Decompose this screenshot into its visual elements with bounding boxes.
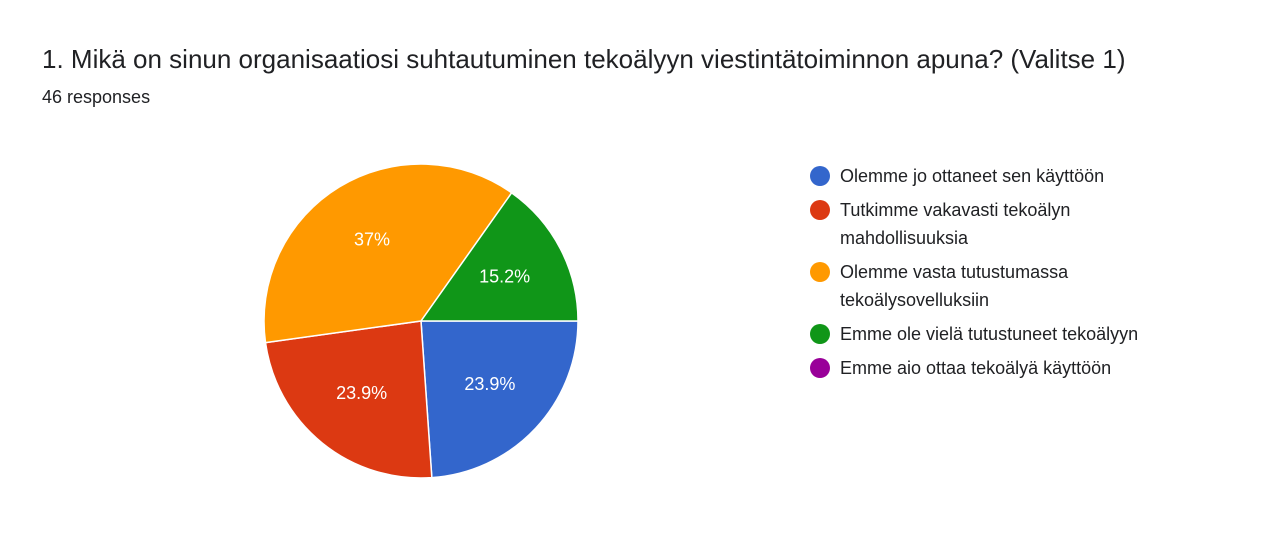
legend: Olemme jo ottaneet sen käyttöön Tutkimme … bbox=[810, 162, 1180, 388]
legend-item: Olemme jo ottaneet sen käyttöön bbox=[810, 162, 1180, 190]
slice-label: 23.9% bbox=[336, 383, 387, 403]
legend-item: Tutkimme vakavasti tekoälyn mahdollisuuk… bbox=[810, 196, 1180, 252]
legend-swatch bbox=[810, 200, 830, 220]
legend-label: Olemme jo ottaneet sen käyttöön bbox=[840, 166, 1105, 186]
chart: 23.9% 23.9% 37% 15.2% bbox=[263, 163, 579, 479]
slice-label: 23.9% bbox=[464, 374, 515, 394]
legend-swatch bbox=[810, 358, 830, 378]
chart-subtitle: 46 responses bbox=[42, 87, 151, 107]
legend-label: Olemme vasta tutustumassa tekoälysovellu… bbox=[840, 262, 1069, 310]
legend-swatch bbox=[810, 262, 830, 282]
legend-item: Emme aio ottaa tekoälyä käyttöön bbox=[810, 354, 1180, 382]
chart-title: 1. Mikä on sinun organisaatiosi suhtautu… bbox=[42, 44, 1126, 74]
pie-slice bbox=[264, 320, 433, 479]
legend-swatch bbox=[810, 166, 830, 186]
pie-slice bbox=[419, 191, 579, 322]
legend-label: Emme ole vielä tutustuneet tekoälyyn bbox=[840, 324, 1139, 344]
legend-item: Emme ole vielä tutustuneet tekoälyyn bbox=[810, 320, 1180, 348]
legend-label: Emme aio ottaa tekoälyä käyttöön bbox=[840, 358, 1112, 378]
slice-label: 37% bbox=[354, 229, 390, 249]
legend-label: Tutkimme vakavasti tekoälyn mahdollisuuk… bbox=[840, 200, 1071, 248]
legend-swatch bbox=[810, 324, 830, 344]
pie-slice bbox=[420, 320, 579, 479]
slice-label: 15.2% bbox=[479, 266, 530, 286]
legend-item: Olemme vasta tutustumassa tekoälysovellu… bbox=[810, 258, 1180, 314]
pie-slice bbox=[263, 163, 513, 344]
